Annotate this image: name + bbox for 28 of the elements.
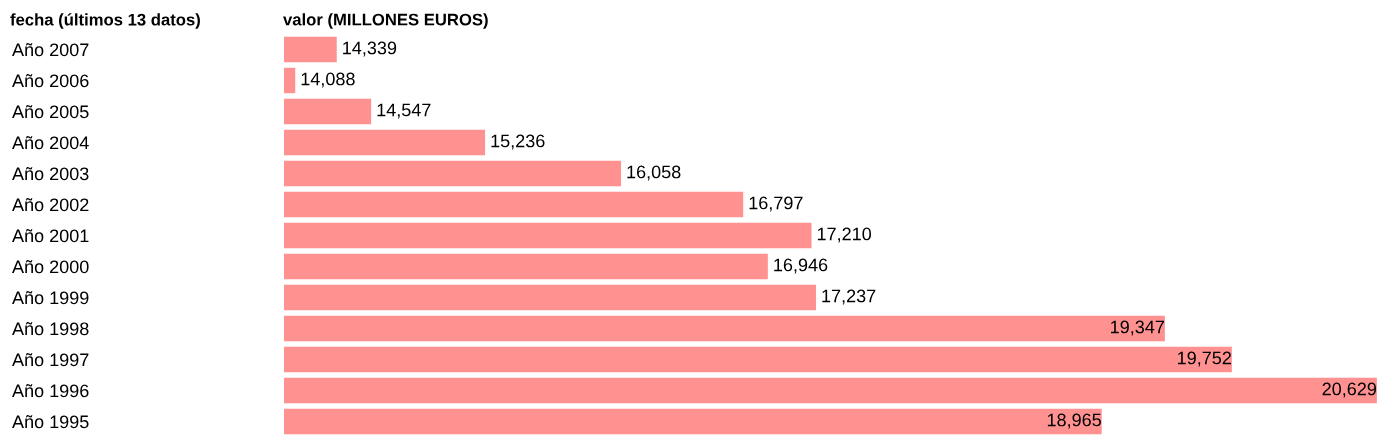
data-label: 14,088 (301, 72, 355, 88)
y-tick-label: Año 2001 (12, 229, 89, 243)
y-tick-label: Año 2006 (12, 74, 89, 88)
y-tick-label: Año 2002 (12, 198, 89, 212)
data-label: 20,629 (1322, 382, 1377, 398)
y-tick-label: Año 2003 (12, 167, 89, 181)
x-axis-title: valor (MILLONES EUROS) (283, 13, 488, 29)
y-tick-label: Año 2005 (12, 105, 89, 119)
data-label: 19,752 (1178, 351, 1231, 367)
y-tick-label: Año 1997 (12, 353, 89, 367)
y-tick-label: Año 2000 (12, 260, 89, 274)
data-label: 16,058 (627, 165, 681, 181)
data-label: 17,237 (822, 289, 876, 305)
y-tick-label: Año 1995 (12, 415, 89, 429)
data-label: 19,347 (1111, 320, 1164, 336)
data-label: 14,339 (343, 41, 397, 57)
y-tick-label: Año 1998 (12, 322, 89, 336)
y-tick-label: Año 2007 (12, 43, 89, 57)
data-label: 15,236 (491, 134, 545, 150)
data-label: 18,965 (1047, 413, 1101, 429)
y-tick-label: Año 1999 (12, 291, 89, 305)
y-axis-title: fecha (últimos 13 datos) (10, 13, 200, 29)
data-label: 16,946 (774, 258, 828, 274)
data-label: 14,547 (377, 103, 431, 119)
data-label: 16,797 (749, 196, 803, 212)
data-label: 17,210 (817, 227, 872, 243)
y-tick-label: Año 1996 (12, 384, 89, 398)
y-tick-label: Año 2004 (12, 136, 89, 150)
